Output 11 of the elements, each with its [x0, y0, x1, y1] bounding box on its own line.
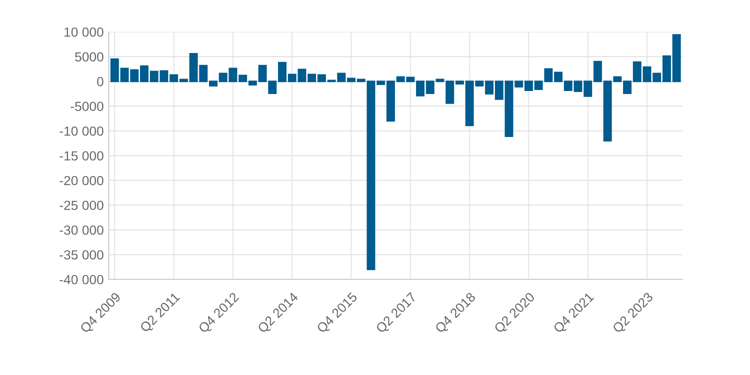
y-tick-label: 10 000 [64, 27, 104, 37]
y-tick-label: -15 000 [60, 151, 104, 161]
y-tick-label: -40 000 [60, 274, 104, 284]
y-tick-label: -35 000 [60, 250, 104, 260]
y-tick-label: 5000 [75, 52, 104, 62]
y-tick-label: 0 [97, 76, 104, 86]
y-tick-label: -20 000 [60, 176, 104, 186]
y-tick-label: -10 000 [60, 126, 104, 136]
y-tick-label: -30 000 [60, 225, 104, 235]
y-tick-label: -25 000 [60, 200, 104, 210]
y-tick-label: -5000 [70, 102, 104, 112]
